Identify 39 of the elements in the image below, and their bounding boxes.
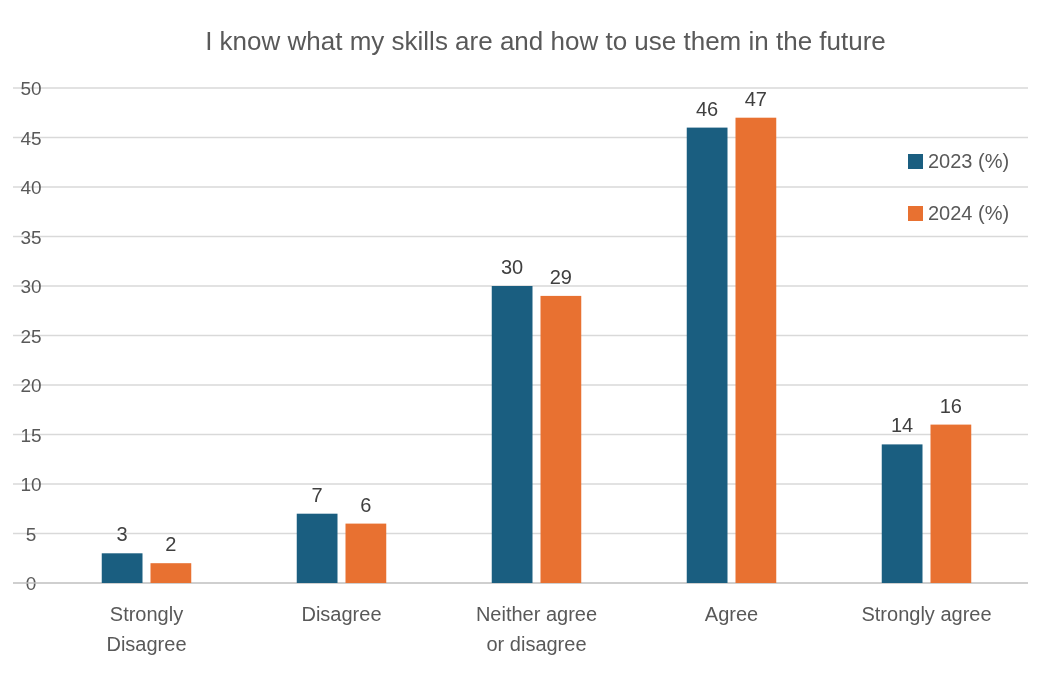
data-label: 16	[939, 394, 962, 417]
legend-label: 2023 (%)	[928, 150, 1010, 172]
x-tick-label: Strongly agree	[861, 603, 992, 625]
x-tick-label: Agree	[704, 603, 759, 625]
data-label: 7	[311, 483, 323, 506]
bar	[881, 444, 923, 583]
bar	[540, 295, 582, 583]
data-label: 3	[116, 523, 128, 546]
data-label: 2	[165, 533, 177, 556]
y-tick-label: 50	[20, 78, 42, 99]
y-tick-label: 15	[20, 424, 42, 446]
x-tick-label: Neither agree or disagree	[475, 603, 598, 655]
data-label: 30	[501, 256, 524, 278]
data-label: 6	[360, 493, 372, 516]
bar	[491, 286, 533, 583]
y-tick-label: 35	[20, 226, 42, 248]
y-tick-label: 10	[20, 474, 42, 495]
x-tick-label: Disagree	[301, 603, 382, 625]
data-label: 29	[549, 265, 572, 288]
bar	[686, 127, 728, 583]
bar	[930, 424, 972, 583]
y-tick-label: 45	[20, 127, 42, 149]
y-tick-label: 30	[20, 276, 42, 297]
bar	[296, 513, 338, 583]
y-tick-label: 20	[20, 375, 42, 396]
y-tick-label: 25	[20, 325, 42, 347]
bar	[101, 553, 143, 583]
data-label: 14	[891, 414, 914, 437]
y-tick-label: 5	[25, 523, 37, 545]
legend-label: 2024 (%)	[928, 202, 1010, 224]
x-tick-label: Strongly Disagree	[106, 603, 187, 655]
data-label: 46	[696, 97, 719, 120]
bar	[150, 563, 192, 583]
chart-title: I know what my skills are and how to use them in the future	[205, 26, 886, 56]
y-tick-label: 40	[20, 177, 42, 198]
data-label: 47	[744, 87, 767, 110]
y-tick-label: 0	[25, 573, 37, 594]
bar	[345, 523, 387, 583]
bar	[735, 117, 777, 583]
